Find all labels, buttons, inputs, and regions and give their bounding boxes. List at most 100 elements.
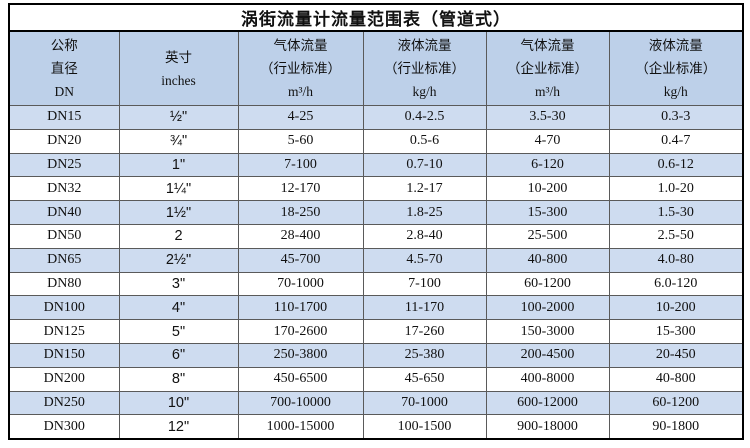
cell-liquid-enterprise: 0.6-12: [608, 152, 744, 178]
cell-gas-enterprise: 25-500: [485, 223, 610, 249]
table-title: 涡街流量计流量范围表（管道式）: [8, 3, 744, 32]
cell-dn: DN200: [8, 366, 120, 392]
cell-liquid-enterprise: 60-1200: [608, 390, 744, 416]
cell-gas-industry: 170-2600: [237, 319, 364, 344]
cell-liquid-enterprise: 4.0-80: [608, 247, 744, 273]
cell-dn: DN80: [8, 271, 120, 297]
cell-gas-industry: 28-400: [237, 223, 364, 249]
table-row: DN15 ½" 4-25 0.4-2.5 3.5-30 0.3-3: [8, 105, 744, 130]
table-row: DN125 5" 170-2600 17-260 150-3000 15-300: [8, 319, 744, 344]
cell-inches: 4": [118, 295, 239, 321]
table-row: DN300 12" 1000-15000 100-1500 900-18000 90-18…: [8, 414, 744, 440]
header-line: m³/h: [534, 84, 561, 99]
cell-gas-enterprise: 4-70: [485, 128, 610, 154]
cell-liquid-enterprise: 90-1800: [608, 414, 744, 440]
cell-inches: 6": [118, 342, 239, 368]
cell-dn: DN300: [8, 414, 120, 440]
cell-liquid-industry: 70-1000: [362, 390, 487, 416]
cell-liquid-enterprise: 2.5-50: [608, 223, 744, 249]
table-row: DN200 8" 450-6500 45-650 400-8000 40-800: [8, 366, 744, 392]
cell-gas-enterprise: 100-2000: [485, 295, 610, 321]
cell-liquid-enterprise: 6.0-120: [608, 271, 744, 297]
header-line: 气体流量: [520, 38, 575, 53]
cell-gas-industry: 4-25: [237, 105, 364, 130]
header-gas-flow-industry: 气体流量 （行业标准） m³/h: [237, 30, 364, 106]
header-line: 公称: [50, 38, 78, 53]
cell-liquid-industry: 0.5-6: [362, 128, 487, 154]
header-gas-flow-enterprise: 气体流量 （企业标准） m³/h: [485, 30, 610, 106]
cell-dn: DN32: [8, 176, 120, 202]
cell-dn: DN20: [8, 128, 120, 154]
cell-gas-industry: 5-60: [237, 128, 364, 154]
table-row: DN32 1¼" 12-170 1.2-17 10-200 1.0-20: [8, 176, 744, 202]
cell-liquid-enterprise: 40-800: [608, 366, 744, 392]
cell-dn: DN50: [8, 223, 120, 249]
header-line: 液体流量: [648, 38, 703, 53]
table-row: DN80 3" 70-1000 7-100 60-1200 6.0-120: [8, 271, 744, 297]
cell-dn: DN100: [8, 295, 120, 321]
cell-liquid-industry: 17-260: [362, 319, 487, 344]
cell-liquid-industry: 0.7-10: [362, 152, 487, 178]
cell-liquid-enterprise: 1.0-20: [608, 176, 744, 202]
table-row: DN50 2 28-400 2.8-40 25-500 2.5-50: [8, 223, 744, 249]
table-row: DN65 2½" 45-700 4.5-70 40-800 4.0-80: [8, 247, 744, 273]
header-nominal-diameter: 公称 直径 DN: [8, 30, 120, 106]
header-row: 公称 直径 DN 英寸 inches 气体流量 （行业标准） m³/h 液体流量…: [8, 30, 744, 106]
table-row: DN250 10" 700-10000 70-1000 600-12000 60-1200: [8, 390, 744, 416]
table-row: DN40 1½" 18-250 1.8-25 15-300 1.5-30: [8, 200, 744, 225]
cell-gas-enterprise: 150-3000: [485, 319, 610, 344]
header-line: （企业标准）: [635, 61, 717, 76]
cell-dn: DN25: [8, 152, 120, 178]
cell-gas-industry: 18-250: [237, 200, 364, 225]
cell-inches: ½": [118, 105, 239, 130]
table-row: DN20 ¾" 5-60 0.5-6 4-70 0.4-7: [8, 128, 744, 154]
cell-gas-enterprise: 400-8000: [485, 366, 610, 392]
cell-liquid-enterprise: 0.3-3: [608, 105, 744, 130]
cell-liquid-industry: 7-100: [362, 271, 487, 297]
cell-gas-enterprise: 900-18000: [485, 414, 610, 440]
cell-liquid-enterprise: 1.5-30: [608, 200, 744, 225]
cell-gas-industry: 1000-15000: [237, 414, 364, 440]
header-liquid-flow-industry: 液体流量 （行业标准） kg/h: [362, 30, 487, 106]
table-row: DN25 1" 7-100 0.7-10 6-120 0.6-12: [8, 152, 744, 178]
header-line: kg/h: [412, 84, 437, 99]
cell-liquid-industry: 100-1500: [362, 414, 487, 440]
cell-gas-industry: 450-6500: [237, 366, 364, 392]
cell-inches: ¾": [118, 128, 239, 154]
cell-liquid-industry: 45-650: [362, 366, 487, 392]
cell-inches: 8": [118, 366, 239, 392]
cell-inches: 1½": [118, 200, 239, 225]
title-row: 涡街流量计流量范围表（管道式）: [8, 3, 744, 32]
header-line: kg/h: [663, 84, 688, 99]
header-line: （行业标准）: [384, 61, 465, 76]
cell-liquid-industry: 0.4-2.5: [362, 105, 487, 130]
cell-inches: 2: [118, 223, 239, 249]
cell-inches: 12": [118, 414, 239, 440]
cell-gas-industry: 700-10000: [237, 390, 364, 416]
cell-gas-industry: 70-1000: [237, 271, 364, 297]
cell-dn: DN15: [8, 105, 120, 130]
header-line: （行业标准）: [260, 61, 341, 76]
cell-gas-enterprise: 15-300: [485, 200, 610, 225]
cell-inches: 1": [118, 152, 239, 178]
cell-liquid-enterprise: 20-450: [608, 342, 744, 368]
cell-gas-enterprise: 60-1200: [485, 271, 610, 297]
cell-dn: DN65: [8, 247, 120, 273]
cell-liquid-enterprise: 10-200: [608, 295, 744, 321]
header-line: m³/h: [287, 84, 314, 99]
table-row: DN150 6" 250-3800 25-380 200-4500 20-450: [8, 342, 744, 368]
cell-liquid-industry: 1.2-17: [362, 176, 487, 202]
header-line: DN: [54, 84, 75, 99]
cell-gas-industry: 12-170: [237, 176, 364, 202]
cell-gas-industry: 250-3800: [237, 342, 364, 368]
cell-inches: 3": [118, 271, 239, 297]
cell-liquid-industry: 1.8-25: [362, 200, 487, 225]
cell-gas-industry: 45-700: [237, 247, 364, 273]
header-line: （企业标准）: [507, 61, 588, 76]
header-line: 英寸: [165, 49, 192, 65]
cell-liquid-industry: 2.8-40: [362, 223, 487, 249]
cell-dn: DN150: [8, 342, 120, 368]
cell-gas-enterprise: 200-4500: [485, 342, 610, 368]
table-row: DN100 4" 110-1700 11-170 100-2000 10-200: [8, 295, 744, 321]
cell-dn: DN250: [8, 390, 120, 416]
